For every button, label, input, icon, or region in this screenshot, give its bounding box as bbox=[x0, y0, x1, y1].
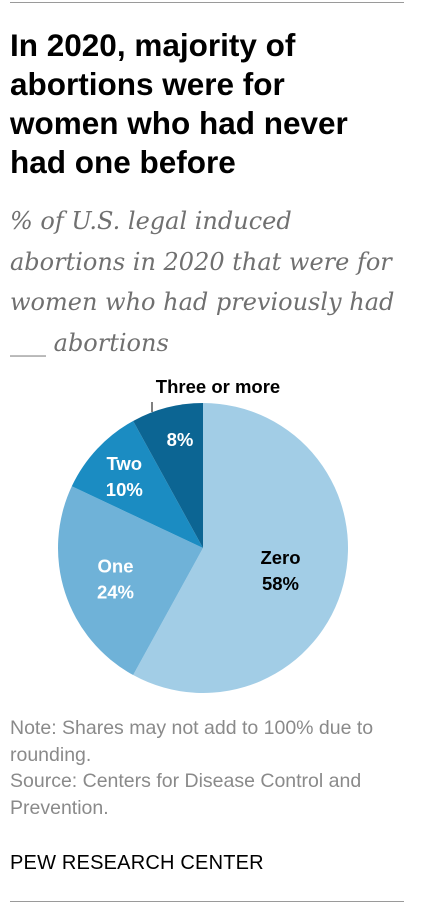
pie-slice-zero bbox=[133, 403, 349, 693]
note-text: Note: Shares may not add to 100% due to … bbox=[10, 717, 374, 766]
pie-slice-three-or-more bbox=[133, 403, 203, 548]
chart-title: In 2020, majority of abortions were for … bbox=[10, 27, 348, 180]
pie-slice-one bbox=[58, 486, 203, 676]
slice-category-label: Three or more bbox=[156, 376, 280, 397]
slice-value-label: 10% bbox=[106, 479, 143, 500]
chart-note: Note: Shares may not add to 100% due to … bbox=[10, 715, 410, 821]
pie-labels: Zero 58% One 24% Two 10% Three or more 8% bbox=[97, 376, 301, 602]
slice-category-label: Two bbox=[106, 453, 142, 474]
pie-slice-two bbox=[71, 420, 203, 548]
slice-value-label: 58% bbox=[262, 573, 299, 594]
source-text: Source: Centers for Disease Control and … bbox=[10, 770, 362, 819]
chart-subtitle: % of U.S. legal induced abortions in 202… bbox=[10, 207, 395, 357]
slice-value-label: 8% bbox=[167, 429, 194, 450]
bottom-rule bbox=[10, 901, 404, 902]
pie-slices bbox=[58, 403, 349, 693]
top-rule bbox=[10, 2, 404, 3]
slice-value-label: 24% bbox=[97, 581, 134, 602]
slice-category-label: Zero bbox=[260, 547, 300, 568]
pie-chart: Zero 58% One 24% Two 10% Three or more 8% bbox=[58, 376, 349, 693]
slice-category-label: One bbox=[98, 555, 134, 576]
brand-logo-text: PEW RESEARCH CENTER bbox=[10, 852, 264, 874]
